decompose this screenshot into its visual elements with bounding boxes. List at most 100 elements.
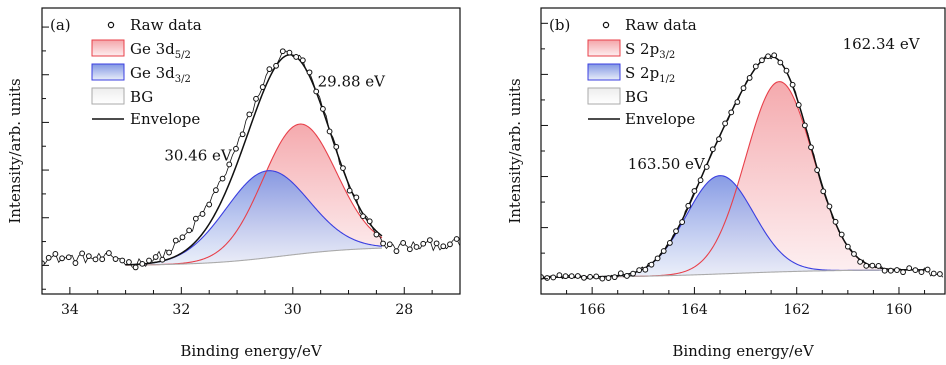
raw-data-point: [112, 256, 119, 262]
plot-area-a: [42, 48, 460, 271]
legend-comp2-subscript: 1/2: [659, 74, 675, 85]
envelope-line: [125, 54, 383, 266]
raw-data-point: [709, 146, 716, 153]
legend-a: Raw data Ge 3d5/2 Ge 3d3/2 BG Envelope: [91, 16, 202, 128]
legend-bg-label: BG: [625, 88, 648, 106]
raw-data-series-b: [541, 52, 944, 282]
legend-raw-label: Raw data: [130, 16, 202, 34]
raw-data-point: [660, 248, 667, 254]
raw-data-point: [617, 270, 624, 277]
raw-data-point: [587, 273, 593, 280]
x-axis-ticks-a: 34 32 30 28: [41, 287, 461, 318]
comp2-fill: [125, 170, 382, 266]
raw-data-point: [814, 167, 821, 173]
raw-data-point: [239, 131, 246, 138]
raw-data-point: [722, 120, 728, 127]
legend-raw-marker: [602, 21, 610, 29]
raw-data-point: [777, 59, 784, 66]
raw-data-point: [139, 260, 146, 267]
raw-data-point: [574, 273, 581, 279]
raw-data-point: [72, 260, 79, 266]
raw-data-point: [400, 240, 407, 246]
raw-data-point: [427, 237, 433, 243]
raw-data-point: [863, 262, 870, 269]
raw-data-point: [366, 218, 373, 225]
raw-data-point: [611, 274, 618, 281]
legend-comp2-subscript: 3/2: [175, 74, 191, 85]
raw-data-point: [126, 259, 132, 265]
raw-data-point: [346, 187, 353, 194]
raw-data-point: [246, 111, 253, 118]
raw-data-point: [453, 236, 460, 242]
component-lines-a: [125, 54, 383, 266]
x-tick-label: 28: [395, 302, 413, 318]
raw-data-point: [393, 248, 400, 255]
raw-data-point: [918, 269, 925, 276]
legend-comp2-swatch: [91, 63, 125, 81]
x-tick-label: 30: [284, 302, 302, 318]
legend-comp1-subscript: 3/2: [659, 50, 675, 61]
raw-data-point: [360, 213, 366, 220]
raw-data-point: [900, 269, 906, 276]
raw-data-point: [447, 241, 453, 248]
raw-data-point: [838, 231, 845, 238]
legend-envelope-label: Envelope: [130, 110, 200, 128]
legend-comp1-label: S 2p3/2: [625, 40, 675, 61]
peak-label-163-50: 163.50 eV: [628, 155, 706, 173]
x-tick-label: 34: [61, 302, 79, 318]
raw-data-point: [654, 255, 661, 262]
raw-data-point: [912, 267, 919, 273]
legend-comp1-label: Ge 3d5/2: [130, 40, 191, 61]
x-tick-label: 164: [681, 302, 708, 318]
raw-data-point: [936, 271, 943, 277]
raw-data-point: [593, 273, 600, 280]
raw-data-point: [544, 275, 551, 281]
raw-data-point: [851, 251, 857, 257]
raw-data-point: [313, 88, 320, 95]
legend-bg-swatch: [587, 87, 621, 105]
y-axis-title-b: Intensity/arb. units: [506, 78, 524, 223]
raw-data-point: [380, 240, 386, 247]
raw-data-point: [186, 227, 193, 234]
raw-data-point: [752, 63, 759, 70]
raw-data-point: [333, 143, 340, 150]
raw-data-point: [556, 272, 563, 279]
raw-data-point: [299, 57, 306, 64]
raw-data-point: [340, 165, 346, 171]
raw-data-point: [159, 256, 166, 263]
legend-comp1-swatch: [91, 39, 125, 57]
raw-data-point: [697, 177, 704, 184]
raw-data-point: [273, 62, 279, 69]
raw-data-point: [132, 264, 139, 271]
raw-data-point: [226, 161, 233, 168]
raw-data-point: [119, 257, 126, 264]
background-line: [125, 247, 382, 266]
raw-data-point: [179, 234, 186, 241]
raw-data-point: [924, 266, 931, 273]
legend-raw-marker: [107, 21, 115, 29]
raw-data-point: [906, 265, 913, 272]
y-axis-ticks-b: [541, 22, 548, 280]
raw-data-point: [59, 255, 65, 262]
raw-data-point: [826, 203, 833, 210]
legend-raw-label: Raw data: [625, 16, 697, 34]
x-axis-title-b: Binding energy/eV: [672, 342, 815, 360]
y-axis-ticks-a: [42, 26, 49, 290]
raw-data-point: [206, 201, 213, 208]
raw-data-point: [630, 270, 636, 277]
raw-data-point: [286, 49, 293, 56]
raw-data-point: [259, 84, 266, 90]
raw-data-point: [65, 254, 72, 261]
raw-data-point: [172, 237, 179, 244]
panel-label-b: (b): [549, 16, 570, 34]
raw-data-point: [52, 251, 59, 257]
raw-data-point: [685, 202, 692, 209]
raw-data-point: [152, 254, 159, 260]
raw-data-point: [795, 102, 802, 108]
raw-data-point: [881, 267, 888, 274]
raw-data-point: [406, 246, 413, 253]
legend-comp1-subscript: 5/2: [175, 50, 191, 61]
raw-data-point: [306, 69, 313, 76]
raw-data-point: [673, 228, 679, 235]
